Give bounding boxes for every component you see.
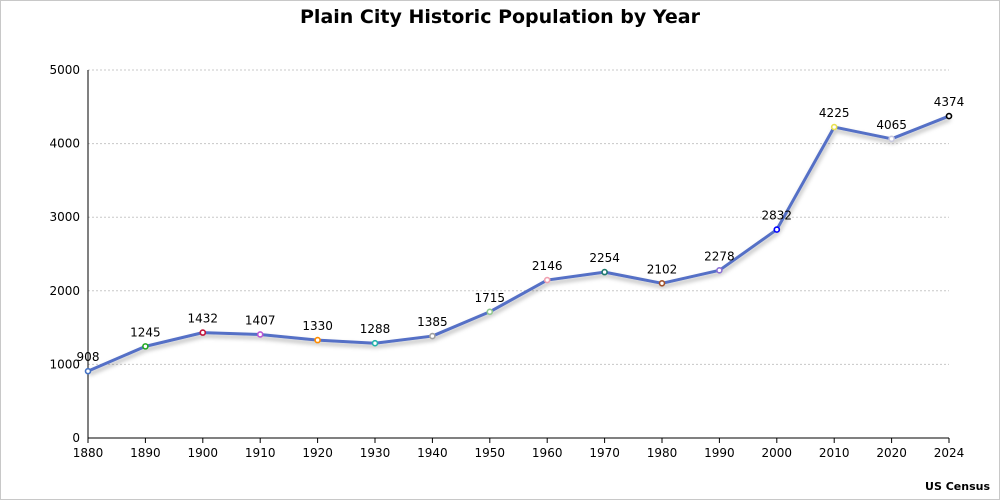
data-point: [658, 279, 666, 287]
y-tick-label: 0: [72, 431, 80, 445]
data-label: 2832: [762, 209, 793, 223]
data-label: 1288: [360, 322, 391, 336]
x-tick-label: 1980: [647, 446, 678, 460]
data-label: 2278: [704, 249, 735, 263]
data-point: [371, 339, 379, 347]
x-tick-label: 2000: [762, 446, 793, 460]
data-label: 1432: [188, 312, 219, 326]
data-point: [716, 267, 723, 274]
data-point: [314, 336, 321, 344]
x-tick-label: 1920: [302, 446, 333, 460]
y-tick-label: 1000: [49, 357, 80, 371]
data-label: 1385: [417, 315, 448, 329]
y-tick-label: 4000: [49, 137, 80, 151]
data-point: [543, 276, 551, 284]
x-tick-label: 1940: [417, 446, 448, 460]
data-point: [429, 332, 436, 340]
x-tick-label: 2020: [876, 446, 907, 460]
data-point: [830, 123, 838, 131]
x-tick-label: 1950: [475, 446, 506, 460]
data-point: [486, 308, 494, 316]
data-point: [256, 331, 264, 338]
x-tick-label: 2010: [819, 446, 850, 460]
x-tick-label: 1990: [704, 446, 735, 460]
data-label: 2254: [589, 251, 620, 265]
chart-title: Plain City Historic Population by Year: [300, 6, 700, 28]
data-point: [142, 343, 149, 350]
x-tick-label: 1900: [188, 446, 219, 460]
data-point: [199, 329, 207, 336]
x-tick-label: 1880: [73, 446, 104, 460]
source-credit: US Census: [925, 480, 990, 493]
data-label: 4374: [934, 95, 965, 109]
series-line: [87, 114, 950, 373]
data-label: 4065: [876, 118, 907, 132]
data-point: [601, 268, 608, 276]
data-point: [773, 226, 781, 233]
x-tick-label: 1970: [589, 446, 620, 460]
data-label: 2102: [647, 262, 678, 276]
x-tick-label: 1960: [532, 446, 563, 460]
data-point: [84, 367, 92, 375]
data-point: [945, 112, 953, 120]
x-tick-label: 1930: [360, 446, 391, 460]
y-tick-label: 2000: [49, 284, 80, 298]
data-label: 2146: [532, 259, 563, 273]
data-label: 1330: [302, 319, 333, 333]
data-label: 1407: [245, 313, 276, 327]
y-tick-label: 3000: [49, 210, 80, 224]
x-tick-label: 1910: [245, 446, 276, 460]
data-label: 1245: [130, 325, 161, 339]
data-label: 4225: [819, 106, 850, 120]
x-tick-label: 2024: [934, 446, 965, 460]
data-label: 908: [77, 350, 100, 364]
data-point: [888, 135, 895, 143]
data-label: 1715: [475, 291, 506, 305]
x-tick-label: 1890: [130, 446, 161, 460]
y-tick-label: 5000: [49, 63, 80, 77]
